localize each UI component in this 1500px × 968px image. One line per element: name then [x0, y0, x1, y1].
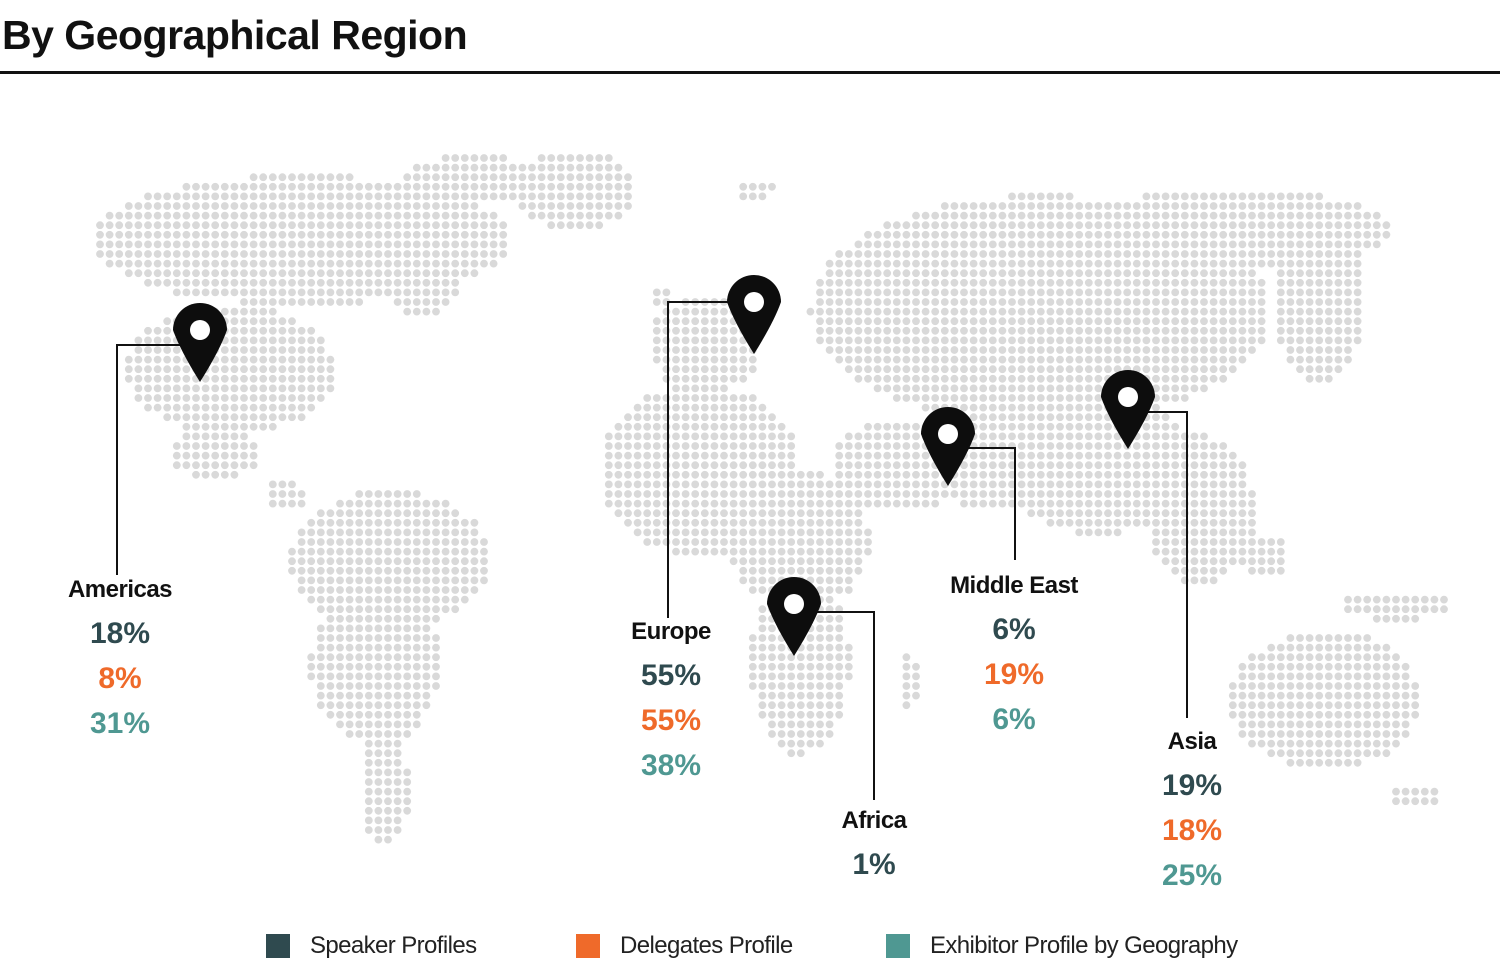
- region-middle-east: Middle East 6% 19% 6%: [934, 572, 1094, 736]
- exhibitor-value: 6%: [992, 703, 1036, 736]
- legend-item-speaker: Speaker Profiles: [266, 932, 477, 960]
- region-name: Middle East: [950, 572, 1078, 599]
- exhibitor-swatch: [886, 934, 910, 958]
- legend: Speaker Profiles Delegates Profile Exhib…: [0, 932, 1500, 962]
- world-dot-map: [96, 154, 1448, 844]
- americas-leader-line: [116, 344, 200, 575]
- region-africa: Africa 1%: [794, 807, 954, 881]
- delegates-value: 55%: [640, 704, 702, 737]
- speaker-value: 55%: [640, 659, 702, 692]
- region-name: Africa: [841, 807, 907, 834]
- region-name: Europe: [631, 618, 711, 645]
- legend-label: Delegates Profile: [620, 932, 793, 959]
- exhibitor-value: 25%: [1161, 859, 1223, 892]
- region-europe: Europe 55% 55% 38%: [591, 618, 751, 782]
- leader-lines: [116, 301, 1188, 800]
- europe-pin-icon: [727, 275, 781, 354]
- europe-leader-line: [667, 301, 754, 618]
- speaker-value: 18%: [89, 617, 151, 650]
- africa-leader-line: [794, 611, 875, 800]
- delegates-value: 18%: [1161, 814, 1223, 847]
- speaker-swatch: [266, 934, 290, 958]
- legend-item-delegates: Delegates Profile: [576, 932, 793, 960]
- americas-pin-icon: [173, 303, 227, 382]
- delegates-value: 19%: [983, 658, 1045, 691]
- asia-pin-icon: [1101, 370, 1155, 449]
- region-name: Asia: [1167, 728, 1217, 755]
- africa-pin-icon: [767, 577, 821, 656]
- delegates-value: 8%: [98, 662, 142, 695]
- middle-east-pin-icon: [921, 407, 975, 486]
- page-title: By Geographical Region: [2, 12, 468, 58]
- speaker-value: 6%: [992, 613, 1036, 646]
- region-americas: Americas 18% 8% 31%: [40, 576, 200, 740]
- middle-east-leader-line: [948, 447, 1016, 560]
- region-asia: Asia 19% 18% 25%: [1112, 728, 1272, 892]
- exhibitor-value: 31%: [89, 707, 151, 740]
- title-divider: [0, 71, 1500, 74]
- delegates-swatch: [576, 934, 600, 958]
- legend-label: Speaker Profiles: [310, 932, 477, 959]
- exhibitor-value: 38%: [640, 749, 702, 782]
- legend-label: Exhibitor Profile by Geography: [930, 932, 1238, 959]
- speaker-value: 1%: [852, 848, 896, 881]
- region-name: Americas: [67, 576, 173, 603]
- speaker-value: 19%: [1161, 769, 1223, 802]
- location-pins: [173, 275, 1155, 656]
- legend-item-exhibitor: Exhibitor Profile by Geography: [886, 932, 1238, 960]
